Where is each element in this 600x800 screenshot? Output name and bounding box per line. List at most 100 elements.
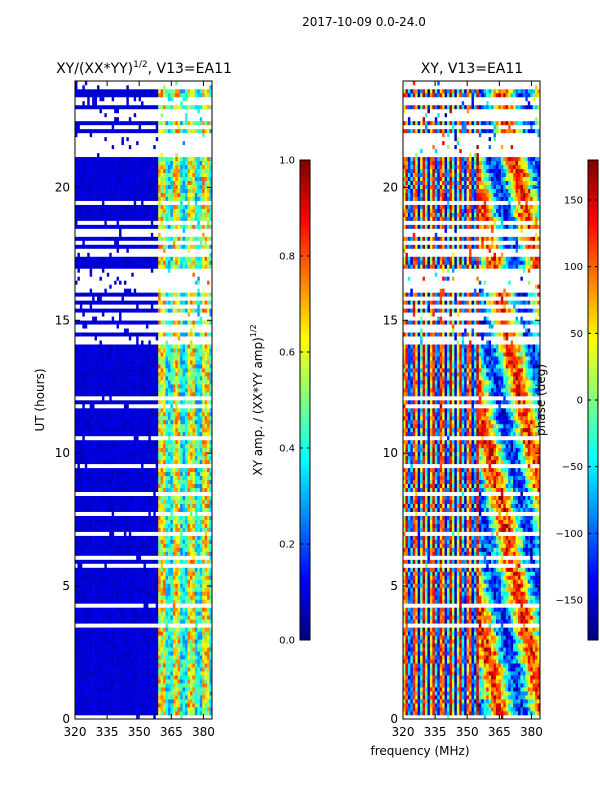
heatmap-cell xyxy=(180,515,183,520)
heatmap-cell xyxy=(209,599,212,604)
heatmap-cell xyxy=(172,623,176,628)
heatmap-cell xyxy=(155,615,159,620)
heatmap-cell xyxy=(165,627,169,632)
heatmap-cell xyxy=(116,384,120,389)
heatmap-cell xyxy=(172,643,176,648)
heatmap-cell xyxy=(97,459,100,465)
heatmap-cell xyxy=(158,503,161,508)
heatmap-cell xyxy=(148,555,152,560)
heatmap-cell xyxy=(109,403,112,409)
heatmap-cell xyxy=(133,487,137,493)
heatmap-cell xyxy=(175,567,179,572)
heatmap-cell xyxy=(75,447,78,453)
heatmap-cell xyxy=(133,615,137,620)
heatmap-cell xyxy=(99,543,103,548)
heatmap-cell xyxy=(209,551,212,556)
heatmap-cell xyxy=(194,439,198,445)
heatmap-cell xyxy=(126,551,130,556)
heatmap-cell xyxy=(104,388,108,393)
heatmap-cell xyxy=(131,543,135,548)
heatmap-cell xyxy=(180,535,183,540)
heatmap-cell xyxy=(185,555,188,560)
heatmap-cell xyxy=(145,619,149,624)
heatmap-cell xyxy=(109,643,112,648)
heatmap-cell xyxy=(150,647,154,652)
heatmap-cell xyxy=(141,515,144,520)
heatmap-cell xyxy=(75,547,78,552)
heatmap-cell xyxy=(131,400,135,405)
heatmap-cell xyxy=(82,499,86,504)
heatmap-cell xyxy=(87,372,90,377)
heatmap-cell xyxy=(133,567,137,572)
heatmap-cell xyxy=(192,559,196,564)
heatmap-cell xyxy=(148,471,152,477)
heatmap-cell xyxy=(97,555,100,560)
heatmap-cell xyxy=(207,699,210,704)
heatmap-cell xyxy=(126,503,130,508)
heatmap-cell xyxy=(99,463,103,469)
heatmap-cell xyxy=(153,555,157,560)
heatmap-cell xyxy=(106,675,110,680)
heatmap-cell xyxy=(109,503,112,508)
heatmap-cell xyxy=(138,475,142,481)
heatmap-cell xyxy=(82,483,86,489)
heatmap-cell xyxy=(99,547,103,552)
heatmap-cell xyxy=(87,403,90,409)
heatmap-cell xyxy=(163,515,166,520)
heatmap-cell xyxy=(189,551,193,556)
heatmap-cell xyxy=(153,475,157,481)
heatmap-cell xyxy=(121,372,125,377)
heatmap-cell xyxy=(75,467,78,473)
heatmap-cell xyxy=(187,667,191,672)
heatmap-cell xyxy=(180,519,183,524)
heatmap-cell xyxy=(158,487,161,493)
heatmap-cell xyxy=(92,411,95,417)
heatmap-cell xyxy=(82,635,86,640)
heatmap-cell xyxy=(131,615,135,620)
heatmap-cell xyxy=(138,575,142,580)
heatmap-cell xyxy=(101,547,105,552)
heatmap-cell xyxy=(133,695,137,700)
heatmap-cell xyxy=(75,707,78,712)
heatmap-cell xyxy=(97,411,100,417)
heatmap-cell xyxy=(175,603,179,608)
heatmap-cell xyxy=(209,459,212,465)
heatmap-cell xyxy=(199,499,203,504)
heatmap-cell xyxy=(128,475,132,481)
heatmap-cell xyxy=(180,479,183,485)
heatmap-cell xyxy=(155,423,159,429)
heatmap-cell xyxy=(79,435,83,441)
heatmap-cell xyxy=(104,372,108,377)
heatmap-cell xyxy=(79,479,83,485)
heatmap-cell xyxy=(202,635,205,640)
heatmap-cell xyxy=(165,687,169,692)
heatmap-cell xyxy=(150,392,154,397)
heatmap-cell xyxy=(75,583,78,588)
heatmap-cell xyxy=(75,671,78,676)
heatmap-cell xyxy=(143,591,147,596)
heatmap-cell xyxy=(192,575,196,580)
heatmap-cell xyxy=(199,411,203,417)
heatmap-cell xyxy=(89,647,93,652)
heatmap-cell xyxy=(97,683,100,688)
heatmap-cell xyxy=(89,527,93,532)
heatmap-cell xyxy=(143,599,147,604)
heatmap-cell xyxy=(185,715,188,719)
heatmap-cell xyxy=(148,675,152,680)
heatmap-cell xyxy=(153,659,157,664)
heatmap-cell xyxy=(99,687,103,692)
heatmap-cell xyxy=(97,455,100,461)
heatmap-cell xyxy=(189,527,193,532)
heatmap-cell xyxy=(126,647,130,652)
heatmap-cell xyxy=(133,643,137,648)
heatmap-cell xyxy=(145,543,149,548)
heatmap-cell xyxy=(94,384,98,389)
heatmap-cell xyxy=(87,687,90,692)
heatmap-cell xyxy=(121,539,125,544)
heatmap-cell xyxy=(104,555,108,560)
heatmap-cell xyxy=(143,671,147,676)
heatmap-cell xyxy=(165,523,169,528)
heatmap-cell xyxy=(99,487,103,493)
heatmap-cell xyxy=(141,511,144,516)
heatmap-cell xyxy=(119,376,122,381)
